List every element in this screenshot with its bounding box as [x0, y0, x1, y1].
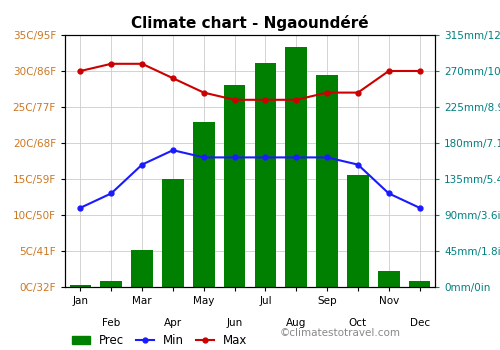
Bar [347, 175, 368, 287]
Bar [193, 122, 214, 287]
Legend: Prec, Min, Max: Prec, Min, Max [67, 329, 252, 350]
Bar [286, 47, 307, 287]
Bar [162, 179, 184, 287]
Bar [224, 85, 246, 287]
Bar [378, 271, 400, 287]
Bar [132, 250, 153, 287]
Text: ©climatestotravel.com: ©climatestotravel.com [280, 328, 401, 338]
Title: Climate chart - Ngaoundéré: Climate chart - Ngaoundéré [131, 15, 369, 31]
Text: Jun: Jun [226, 317, 242, 328]
Bar [254, 63, 276, 287]
Bar [100, 281, 122, 287]
Bar [409, 281, 430, 287]
Bar [316, 75, 338, 287]
Text: Oct: Oct [349, 317, 367, 328]
Text: Apr: Apr [164, 317, 182, 328]
Text: Aug: Aug [286, 317, 306, 328]
Text: Dec: Dec [410, 317, 430, 328]
Text: Feb: Feb [102, 317, 120, 328]
Bar [70, 285, 91, 287]
